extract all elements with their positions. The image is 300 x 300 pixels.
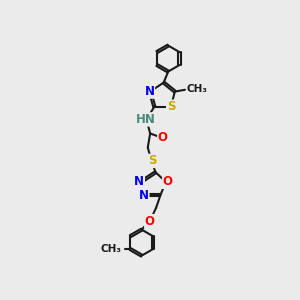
Text: N: N	[134, 175, 144, 188]
Text: N: N	[139, 189, 149, 202]
Text: S: S	[167, 100, 175, 113]
Text: O: O	[145, 215, 155, 228]
Text: O: O	[158, 130, 168, 144]
Text: N: N	[144, 85, 154, 98]
Text: O: O	[163, 175, 172, 188]
Text: HN: HN	[136, 113, 155, 126]
Text: CH₃: CH₃	[101, 244, 122, 254]
Text: S: S	[148, 154, 156, 167]
Text: CH₃: CH₃	[186, 84, 207, 94]
